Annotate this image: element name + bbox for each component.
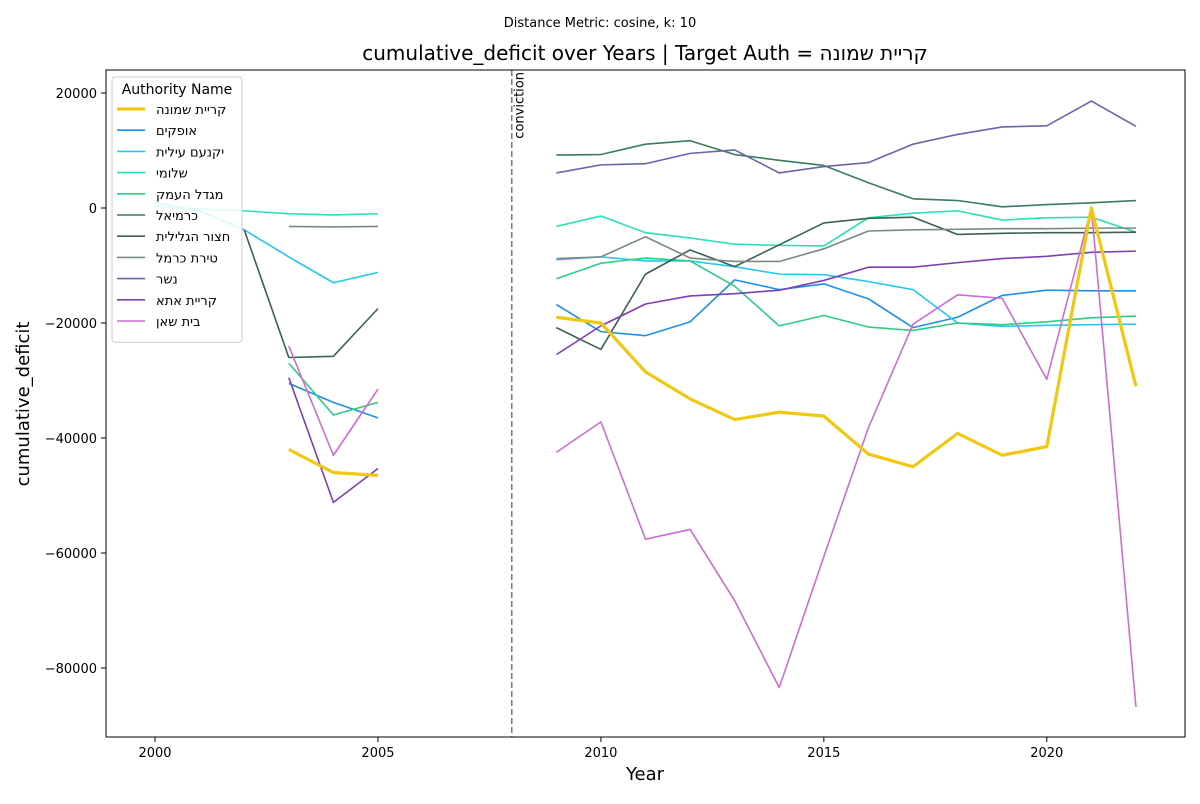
y-axis-title: cumulative_deficit <box>13 322 34 487</box>
series-line-2 <box>154 201 1136 328</box>
y-tick-label: 20000 <box>56 87 97 102</box>
legend-label-9: קריית אתא <box>156 294 217 309</box>
x-tick-label: 2000 <box>138 746 171 761</box>
y-tick-label: −80000 <box>45 662 97 677</box>
y-axis: −80000 −60000 −40000 −20000 0 20000 <box>45 87 106 677</box>
legend-label-1: אופקים <box>156 124 197 139</box>
series-line-6 <box>243 216 1136 359</box>
legend-box <box>111 76 243 343</box>
series-line-10 <box>288 207 1137 708</box>
conviction-label: conviction <box>513 72 528 139</box>
series-line-1 <box>288 279 1136 419</box>
legend-label-4: מגדל העמק <box>156 188 224 203</box>
x-axis: 2000 2005 2010 2015 2020 <box>138 737 1063 761</box>
x-tick-label: 2005 <box>361 746 394 761</box>
plot-area-frame <box>105 69 1186 738</box>
legend-label-10: בית שאן <box>156 315 201 330</box>
conviction-marker: conviction <box>510 70 528 737</box>
series-line-5 <box>556 139 1136 208</box>
legend-label-8: נשר <box>156 273 178 288</box>
series-line-4 <box>288 257 1136 416</box>
y-tick-label: −40000 <box>45 432 97 447</box>
series-line-9 <box>288 250 1136 504</box>
suptitle: Distance Metric: cosine, k: 10 <box>504 16 696 31</box>
legend-label-2: יקנעם עילית <box>156 145 224 160</box>
x-axis-title: Year <box>625 764 665 785</box>
y-tick-label: −60000 <box>45 547 97 562</box>
legend-label-6: חצור הגלילית <box>156 230 230 245</box>
series-line-8 <box>556 100 1137 174</box>
y-tick-label: −20000 <box>45 317 97 332</box>
legend-label-0: קריית שמונה <box>156 103 226 118</box>
series-line-0 <box>288 206 1138 477</box>
series-layer <box>154 100 1138 708</box>
legend-label-5: כרמיאל <box>156 209 198 224</box>
legend: Authority Name קריית שמונה אופקים יקנעם עיל… <box>111 76 243 343</box>
legend-label-3: שלומי <box>156 167 188 182</box>
chart-title: cumulative_deficit over Years | Target A… <box>362 41 928 65</box>
legend-label-7: טירת כרמל <box>156 251 218 266</box>
x-tick-label: 2020 <box>1030 746 1063 761</box>
y-tick-label: 0 <box>89 202 97 217</box>
series-line-7 <box>288 225 1136 263</box>
x-tick-label: 2015 <box>807 746 840 761</box>
legend-title: Authority Name <box>122 82 233 98</box>
x-tick-label: 2010 <box>584 746 617 761</box>
